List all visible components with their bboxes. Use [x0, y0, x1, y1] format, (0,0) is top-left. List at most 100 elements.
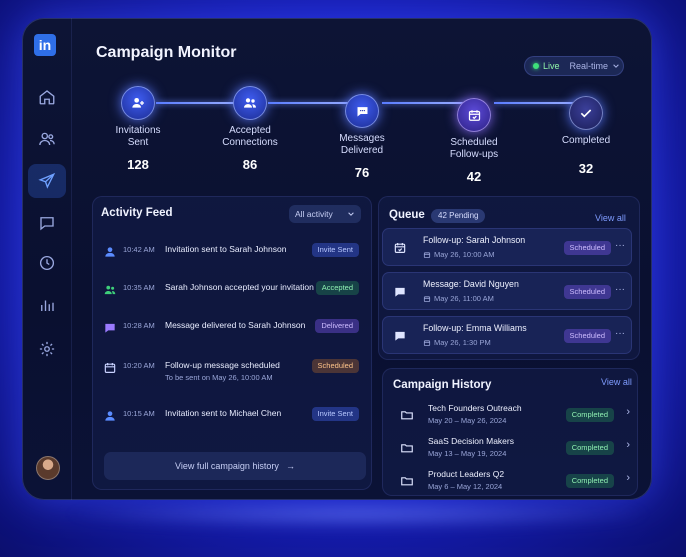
more-options-icon[interactable]: ··· — [615, 284, 625, 295]
status-badge: Scheduled — [311, 359, 359, 373]
status-badge: Invite Sent — [311, 407, 359, 421]
users-icon — [104, 285, 116, 295]
chevron-right-icon[interactable]: › — [626, 406, 630, 418]
step-count: 42 — [466, 169, 482, 184]
sidebar-item-settings[interactable] — [28, 332, 66, 366]
status-badge: Scheduled — [563, 241, 611, 255]
step-count: 32 — [578, 161, 594, 176]
step-label-line: Completed — [561, 135, 611, 146]
chevron-right-icon[interactable]: › — [626, 472, 630, 484]
activity-item[interactable]: 10:35 AM Sarah Johnson accepted your inv… — [101, 277, 359, 309]
history-item-title: SaaS Decision Makers — [428, 436, 514, 446]
app-window: in Campaign Monitor Live Real-time — [22, 18, 652, 500]
activity-feed-title: Activity Feed — [101, 207, 173, 219]
pipeline-step-messages[interactable]: Messages Delivered 76 — [312, 94, 412, 180]
campaign-history-panel: Campaign History View all — [382, 368, 638, 496]
activity-item[interactable]: 10:42 AM Invitation sent to Sarah Johnso… — [101, 239, 359, 271]
history-item[interactable]: Product Leaders Q2 May 6 – May 12, 2024 … — [388, 466, 634, 496]
history-view-all-link[interactable]: View all — [601, 377, 632, 387]
pipeline-step-accepted[interactable]: Accepted Connections 86 — [200, 86, 300, 172]
step-icon-circle — [233, 86, 267, 120]
realtime-selector[interactable]: Live Real-time — [524, 56, 624, 76]
activity-text: Invitation sent to Sarah Johnson — [165, 244, 287, 254]
step-icon-circle — [569, 96, 603, 130]
history-item[interactable]: SaaS Decision Makers May 13 – May 19, 20… — [388, 433, 634, 463]
sidebar-item-analytics[interactable] — [28, 288, 66, 322]
user-avatar[interactable] — [36, 456, 60, 480]
step-icon-circle — [121, 86, 155, 120]
queue-view-all-link[interactable]: View all — [595, 213, 626, 223]
sidebar-item-campaigns[interactable] — [28, 164, 66, 198]
campaign-history-title: Campaign History — [393, 379, 492, 391]
activity-text: Message delivered to Sarah Johnson — [165, 320, 306, 330]
folder-icon — [401, 411, 413, 420]
home-icon — [39, 90, 55, 105]
sidebar: in — [22, 18, 72, 500]
calendar-icon — [391, 239, 409, 257]
users-icon — [39, 132, 55, 146]
calendar-icon — [468, 109, 480, 121]
send-icon — [38, 172, 56, 189]
step-label-line: Invitations — [115, 125, 161, 136]
view-full-history-button[interactable]: View full campaign history → — [104, 452, 366, 480]
sidebar-item-schedule[interactable] — [28, 246, 66, 280]
message-icon — [391, 327, 409, 345]
status-badge: Completed — [565, 408, 614, 422]
history-item-title: Product Leaders Q2 — [428, 469, 505, 479]
activity-item[interactable]: 10:28 AM Message delivered to Sarah John… — [101, 315, 359, 347]
bar-chart-icon — [41, 300, 54, 311]
step-icon-circle — [457, 98, 491, 132]
activity-time: 10:15 AM — [123, 409, 155, 418]
queue-item-title: Message: David Nguyen — [423, 279, 519, 289]
step-label: Invitations Sent — [88, 125, 188, 151]
sidebar-item-home[interactable] — [28, 80, 66, 114]
queue-item[interactable]: Follow-up: Emma Williams May 26, 1:30 PM… — [382, 316, 632, 354]
more-options-icon[interactable]: ··· — [615, 328, 625, 339]
pipeline-step-completed[interactable]: Completed 32 — [536, 96, 636, 176]
queue-item[interactable]: Follow-up: Sarah Johnson May 26, 10:00 A… — [382, 228, 632, 266]
step-label: Scheduled Follow-ups — [424, 137, 524, 163]
step-label: Accepted Connections — [200, 125, 300, 151]
pipeline-connector — [156, 102, 246, 104]
queue-item-date: May 26, 11:00 AM — [423, 294, 494, 303]
check-icon — [580, 109, 592, 118]
users-icon — [244, 98, 256, 108]
arrow-right-icon: → — [285, 461, 295, 471]
message-icon — [40, 217, 54, 231]
queue-item-date-text: May 26, 11:00 AM — [434, 294, 494, 303]
status-badge: Scheduled — [563, 285, 611, 299]
sidebar-item-messages[interactable] — [28, 206, 66, 240]
clock-icon — [39, 255, 55, 271]
step-label-line: Messages — [339, 133, 385, 144]
chevron-down-icon — [613, 64, 619, 68]
queue-item[interactable]: Message: David Nguyen May 26, 11:00 AM S… — [382, 272, 632, 310]
step-label-line: Scheduled — [450, 137, 498, 148]
step-label-line: Delivered — [340, 145, 384, 156]
mode-label: Real-time — [569, 61, 609, 71]
status-badge: Accepted — [315, 281, 359, 295]
more-options-icon[interactable]: ··· — [615, 240, 625, 251]
chevron-right-icon[interactable]: › — [626, 439, 630, 451]
user-plus-icon — [132, 98, 144, 108]
history-item-title: Tech Founders Outreach — [428, 403, 522, 413]
folder-icon — [401, 477, 413, 486]
queue-item-date-text: May 26, 1:30 PM — [434, 338, 491, 347]
sidebar-item-people[interactable] — [28, 122, 66, 156]
message-icon — [357, 106, 367, 116]
bottom-glow — [60, 499, 656, 529]
folder-icon — [401, 444, 413, 453]
queue-item-title: Follow-up: Emma Williams — [423, 323, 527, 333]
history-item[interactable]: Tech Founders Outreach May 20 – May 26, … — [388, 400, 634, 430]
activity-filter-dropdown[interactable]: All activity — [289, 205, 361, 223]
activity-item[interactable]: 10:15 AM Invitation sent to Michael Chen… — [101, 403, 359, 435]
activity-text: Sarah Johnson accepted your invitation — [165, 282, 314, 292]
status-badge: Scheduled — [563, 329, 611, 343]
step-label-line: Follow-ups — [449, 149, 499, 160]
step-label: Completed — [536, 135, 636, 161]
view-full-history-label: View full campaign history — [175, 461, 279, 471]
activity-time: 10:42 AM — [123, 245, 155, 254]
step-icon-circle — [345, 94, 379, 128]
pipeline-step-scheduled[interactable]: Scheduled Follow-ups 42 — [424, 98, 524, 184]
activity-item[interactable]: 10:20 AM Follow-up message scheduled To … — [101, 355, 359, 395]
pipeline-step-invitations[interactable]: Invitations Sent 128 — [88, 86, 188, 172]
